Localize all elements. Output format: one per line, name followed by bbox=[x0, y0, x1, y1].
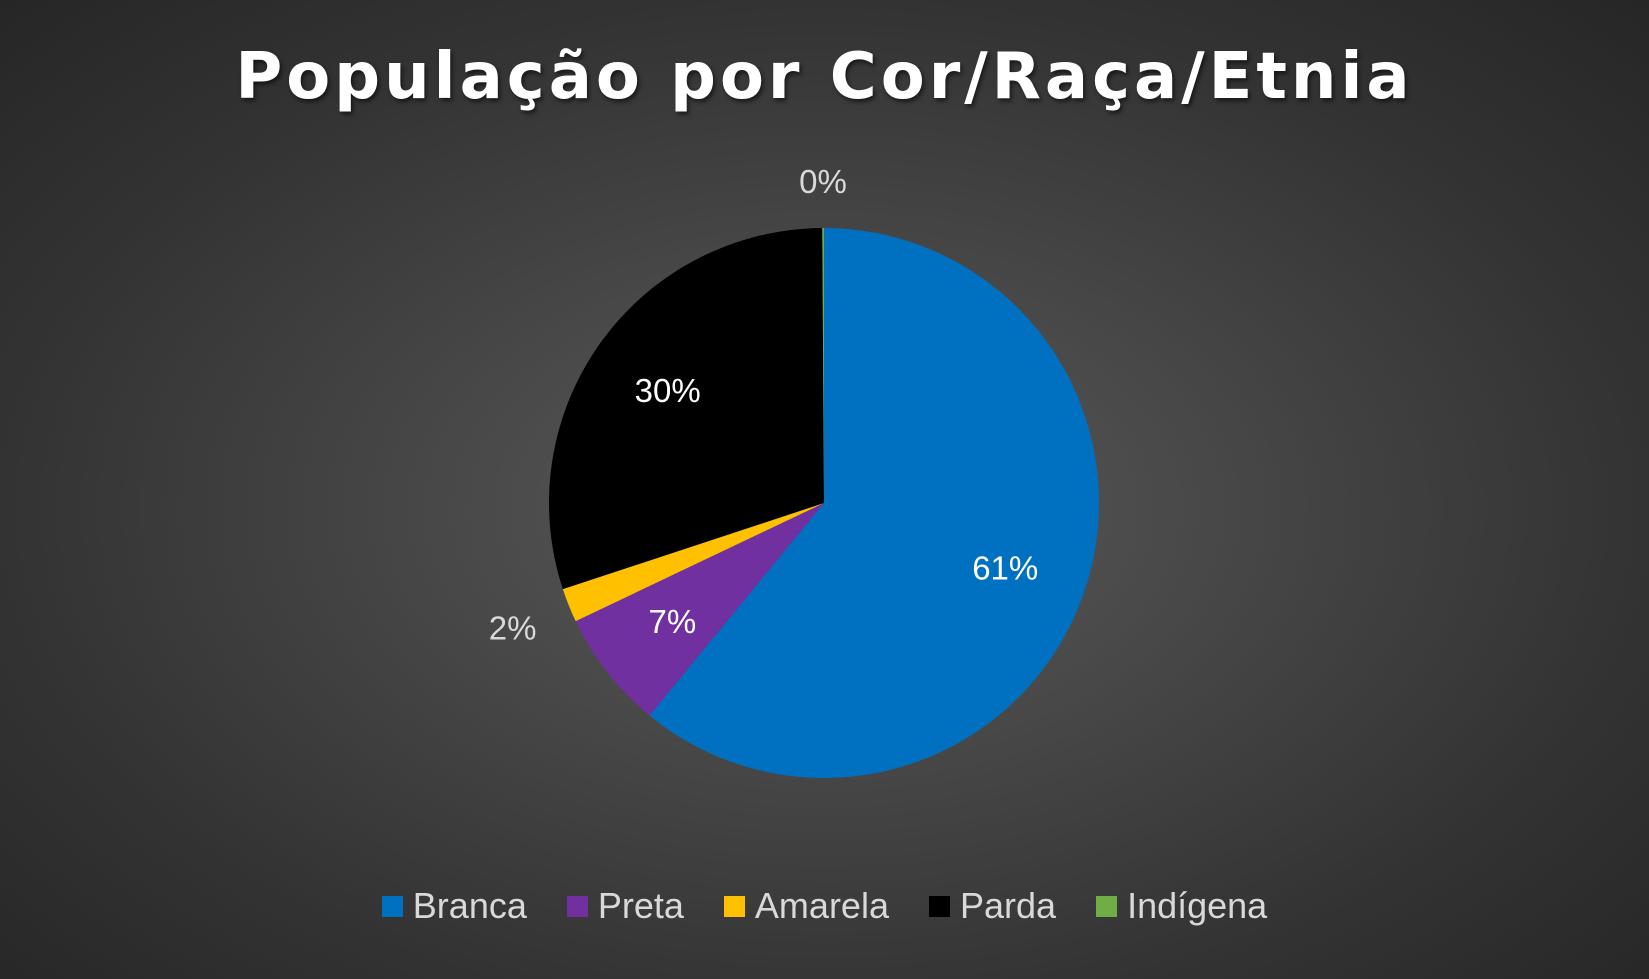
legend-label: Preta bbox=[597, 885, 684, 926]
pie-slice-preta bbox=[575, 503, 824, 716]
legend-item-indígena: Indígena bbox=[1096, 885, 1267, 927]
pie-slice-indígena bbox=[822, 228, 824, 503]
data-label-preta: 7% bbox=[649, 603, 697, 640]
pie-slice-parda bbox=[549, 228, 824, 590]
data-label-parda: 30% bbox=[635, 372, 701, 409]
data-label-amarela: 2% bbox=[489, 609, 537, 646]
chart-title: População por Cor/Raça/Etnia bbox=[235, 40, 1414, 114]
data-label-branca: 61% bbox=[972, 549, 1038, 586]
pie-slice-branca bbox=[649, 228, 1099, 778]
data-label-indígena: 0% bbox=[799, 163, 847, 200]
legend-label: Branca bbox=[412, 885, 527, 926]
pie-slice-amarela bbox=[562, 503, 824, 622]
legend-label: Indígena bbox=[1127, 885, 1268, 926]
legend-label: Amarela bbox=[754, 885, 889, 926]
legend-item-branca: Branca bbox=[381, 885, 527, 927]
legend: Branca Preta Amarela Parda Indígena bbox=[0, 885, 1649, 927]
legend-swatch bbox=[1096, 895, 1118, 917]
legend-swatch bbox=[928, 895, 950, 917]
legend-swatch bbox=[566, 895, 588, 917]
legend-label: Parda bbox=[959, 885, 1057, 926]
legend-item-parda: Parda bbox=[928, 885, 1057, 927]
legend-item-amarela: Amarela bbox=[723, 885, 889, 927]
legend-swatch bbox=[723, 895, 745, 917]
legend-swatch bbox=[381, 895, 403, 917]
legend-item-preta: Preta bbox=[566, 885, 684, 927]
